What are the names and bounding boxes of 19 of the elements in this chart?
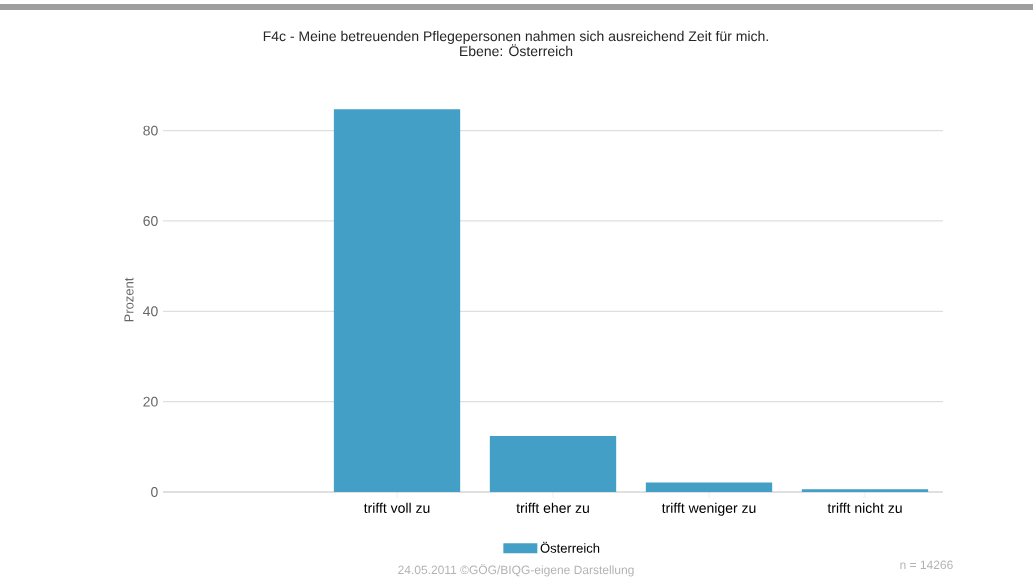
y-tick-label: 0 [151, 487, 158, 497]
bar [801, 489, 929, 492]
y-tick-label: 60 [143, 216, 158, 226]
chart-title: F4c - Meine betreuenden Pflegepersonen nahmen sich ausreichend Zeit für mich. [263, 30, 768, 44]
y-tick-label: 40 [143, 306, 158, 317]
text: n = 14266 [900, 560, 953, 570]
y-axis-title: Prozent [124, 277, 134, 322]
bar [645, 482, 773, 492]
bar [489, 435, 617, 492]
x-tick-label: trifft eher zu [516, 502, 589, 513]
text: 24.05.2011 ©GÖG/BIQG-eigene Darstellung [398, 563, 634, 577]
chart-subtitle: Ebene: Österreich [460, 44, 573, 57]
x-tick-label: trifft nicht zu [827, 502, 902, 513]
legend-label: Österreich [540, 541, 600, 553]
y-tick-label: 80 [143, 125, 158, 136]
x-tick-label: trifft voll zu [363, 502, 430, 513]
y-tick-label: 20 [143, 396, 158, 407]
bar [333, 109, 461, 492]
x-tick-label: trifft weniger zu [661, 502, 756, 516]
